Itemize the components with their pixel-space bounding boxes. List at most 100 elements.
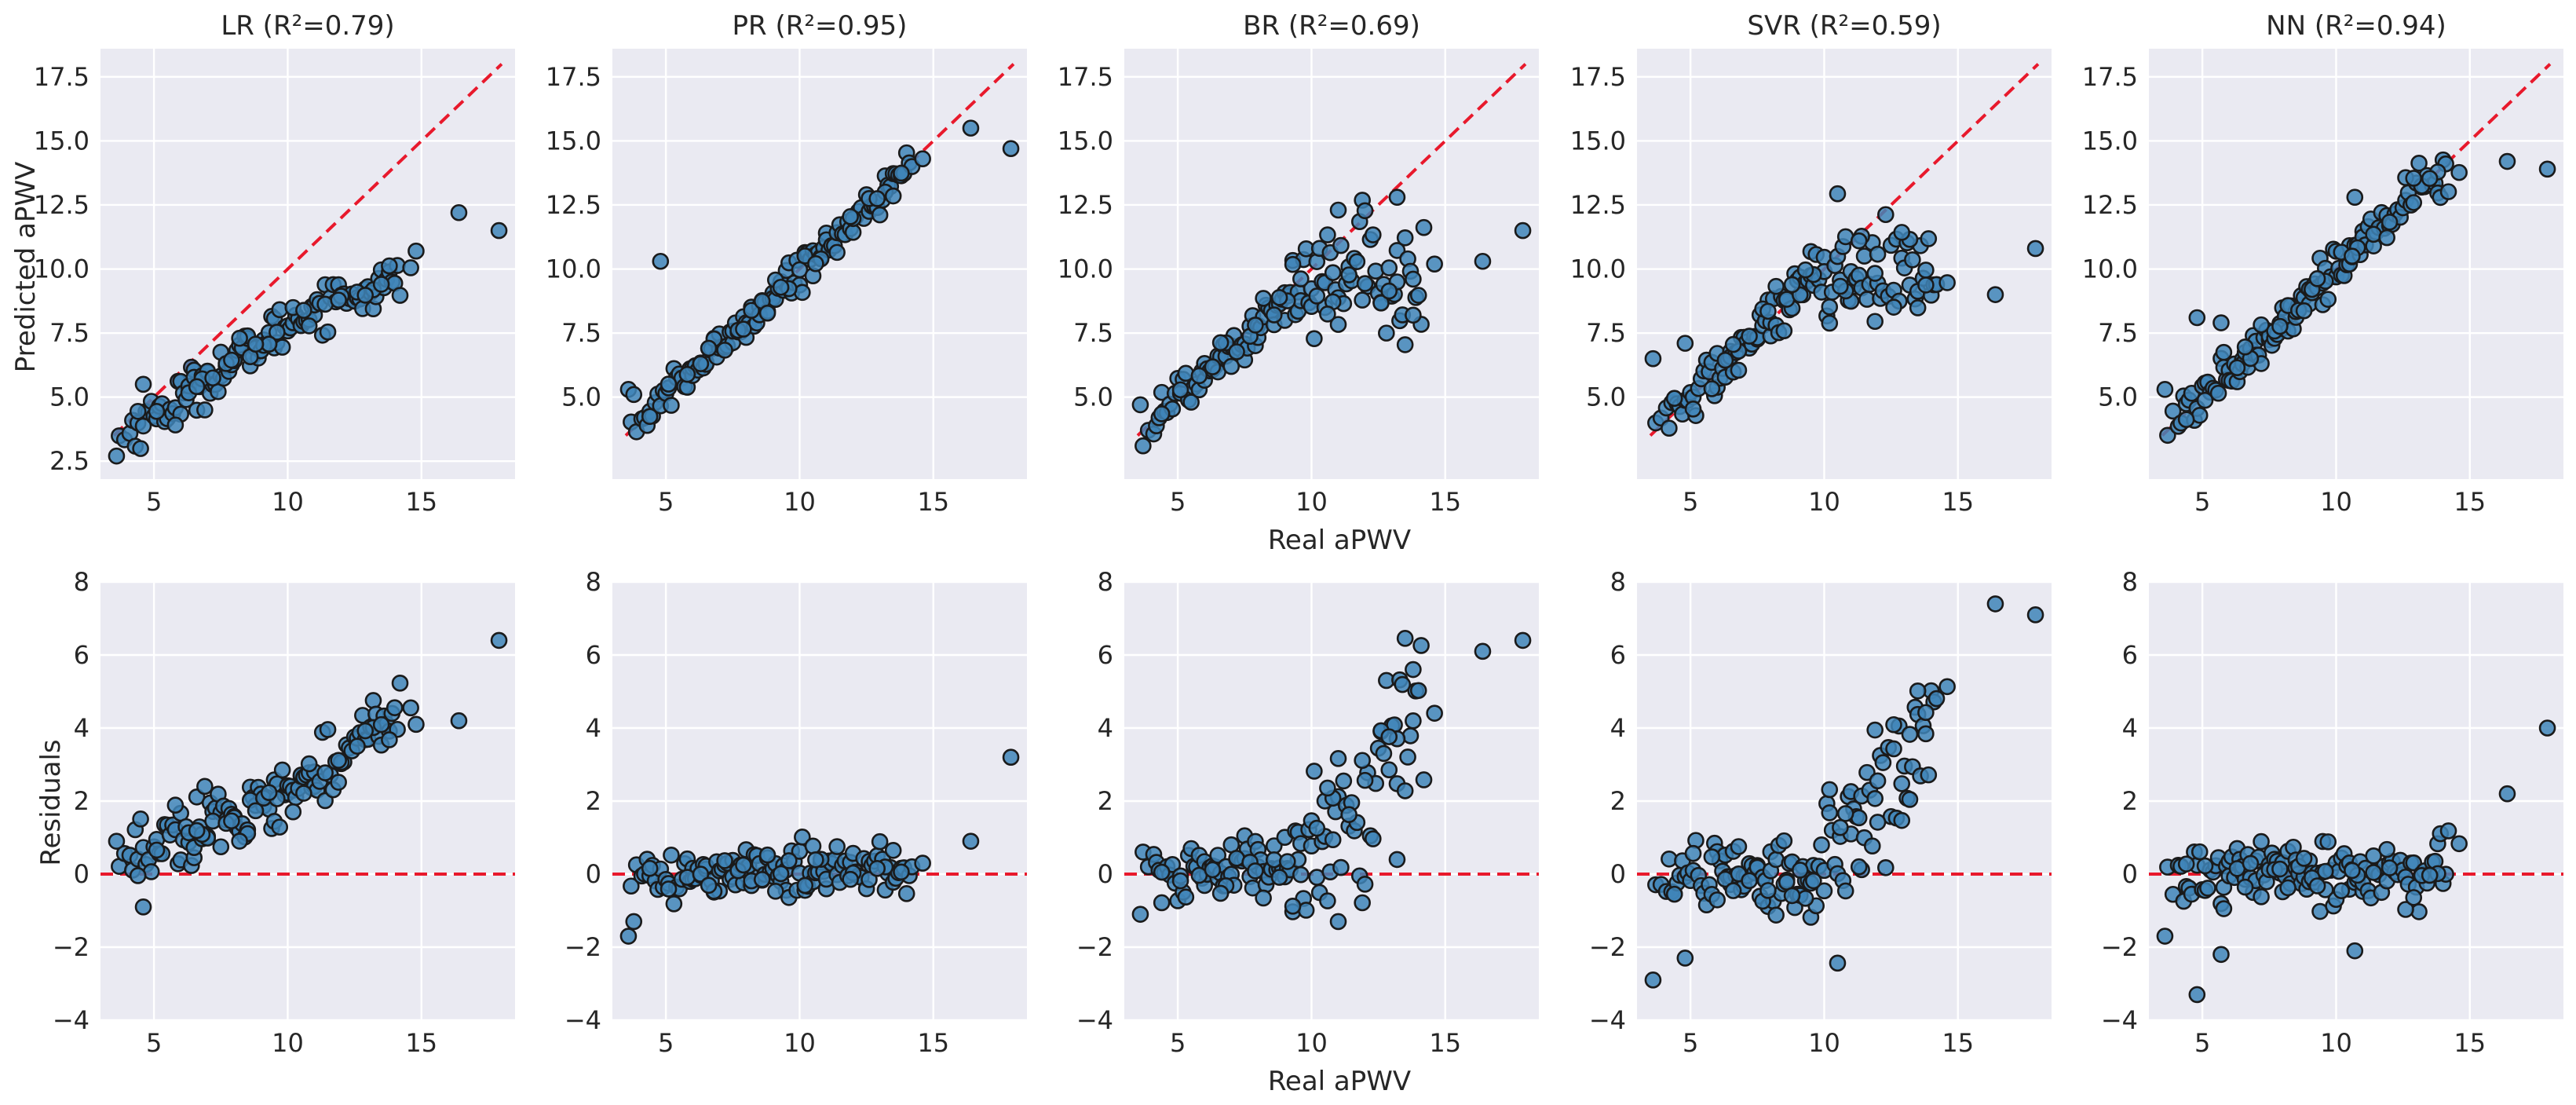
data-point <box>2212 946 2230 964</box>
x-tick-label: 10 <box>1295 1028 1328 1058</box>
data-point <box>716 852 733 869</box>
data-point <box>2159 426 2176 445</box>
data-point <box>1153 863 1171 881</box>
x-tick-label: 15 <box>405 1028 437 1058</box>
data-point <box>1783 887 1801 905</box>
data-point <box>1405 712 1422 730</box>
data-point <box>2279 879 2296 897</box>
data-point <box>2228 359 2246 376</box>
data-point <box>391 675 409 692</box>
data-point <box>231 329 248 347</box>
data-point <box>1396 630 1414 647</box>
data-point <box>692 865 710 883</box>
y-tick-label: −2 <box>53 932 90 962</box>
data-point <box>188 378 206 396</box>
data-point <box>402 259 419 276</box>
x-tick-label: 5 <box>1683 1028 1698 1058</box>
data-point <box>1204 861 1222 879</box>
data-point <box>108 447 126 465</box>
data-point <box>1396 336 1414 353</box>
data-point <box>1724 335 1742 353</box>
data-point <box>1228 343 1245 360</box>
data-point <box>2381 214 2399 231</box>
data-point <box>914 854 931 872</box>
y-tick-label: −2 <box>565 932 601 962</box>
panel-pr-resid: 5 10 15 8 6 4 2 0 −2 −4 <box>565 567 1027 1058</box>
data-point <box>2346 188 2364 206</box>
y-tick-label: 17.5 <box>546 62 601 92</box>
data-point <box>1204 358 1222 375</box>
data-point <box>1796 890 1814 907</box>
data-point <box>1380 259 1398 276</box>
data-point <box>1917 262 1935 279</box>
y-tick-label: 4 <box>1098 713 1113 743</box>
data-point <box>1335 772 1353 790</box>
data-point <box>1514 221 1532 240</box>
data-point <box>391 287 409 304</box>
data-point <box>1676 335 1694 352</box>
x-tick-label: 5 <box>146 487 162 517</box>
data-point <box>1938 274 1956 291</box>
data-point <box>1767 906 1785 924</box>
data-point <box>2365 864 2382 881</box>
y-tick-label: 4 <box>1610 713 1626 743</box>
data-point <box>2191 843 2209 861</box>
data-point <box>660 880 678 898</box>
data-point <box>766 883 784 900</box>
data-point <box>1372 295 1390 312</box>
y-tick-label: 7.5 <box>1073 318 1113 348</box>
data-point <box>1354 752 1371 770</box>
y-tick-label: 0 <box>1098 859 1113 889</box>
data-point <box>735 856 752 874</box>
y-tick-label: 2.5 <box>49 446 90 476</box>
y-tick-label: 17.5 <box>1570 62 1626 92</box>
y-tick-label: −4 <box>2101 1005 2138 1035</box>
data-point <box>364 692 382 709</box>
data-point <box>1869 814 1887 831</box>
data-point <box>1885 715 1902 734</box>
data-point <box>385 699 404 716</box>
data-point <box>1153 405 1171 423</box>
data-point <box>1308 287 1326 305</box>
data-point <box>1319 892 1336 909</box>
data-point <box>2188 309 2206 327</box>
data-point <box>2317 862 2334 880</box>
data-point <box>663 846 680 864</box>
data-point <box>2378 229 2395 247</box>
data-point <box>844 224 862 241</box>
data-point <box>2378 840 2395 858</box>
data-point <box>1211 884 1230 902</box>
data-point <box>1514 631 1532 649</box>
data-point <box>1836 805 1854 822</box>
data-point <box>196 778 214 796</box>
data-point <box>1661 419 1678 437</box>
data-point <box>381 731 398 748</box>
data-point <box>2253 832 2270 851</box>
data-point <box>753 871 771 888</box>
data-point <box>1644 349 1662 368</box>
data-point <box>2405 889 2423 906</box>
data-point <box>1684 844 1702 862</box>
y-tick-label: 5.0 <box>1586 382 1626 412</box>
data-point <box>2236 338 2254 356</box>
data-point <box>2295 302 2313 320</box>
data-point <box>1380 282 1398 300</box>
y-tick-label: 7.5 <box>1586 318 1626 348</box>
y-tick-label: 10.0 <box>2082 254 2138 284</box>
y-tick-label: 17.5 <box>1058 62 1113 92</box>
data-point <box>2164 402 2182 420</box>
data-point <box>1904 251 1921 269</box>
y-tick-label: 8 <box>1098 567 1113 597</box>
y-tick-label: 6 <box>74 640 90 670</box>
data-point <box>1131 396 1149 414</box>
data-point <box>1394 675 1412 693</box>
data-point <box>2381 859 2399 876</box>
data-point <box>1869 772 1887 790</box>
data-point <box>1877 858 1895 876</box>
data-point <box>134 375 152 393</box>
y-tick-label: 8 <box>2122 567 2138 597</box>
data-point <box>1002 748 1020 767</box>
data-point <box>1415 771 1433 789</box>
data-point <box>1171 381 1189 399</box>
data-point <box>204 369 221 387</box>
